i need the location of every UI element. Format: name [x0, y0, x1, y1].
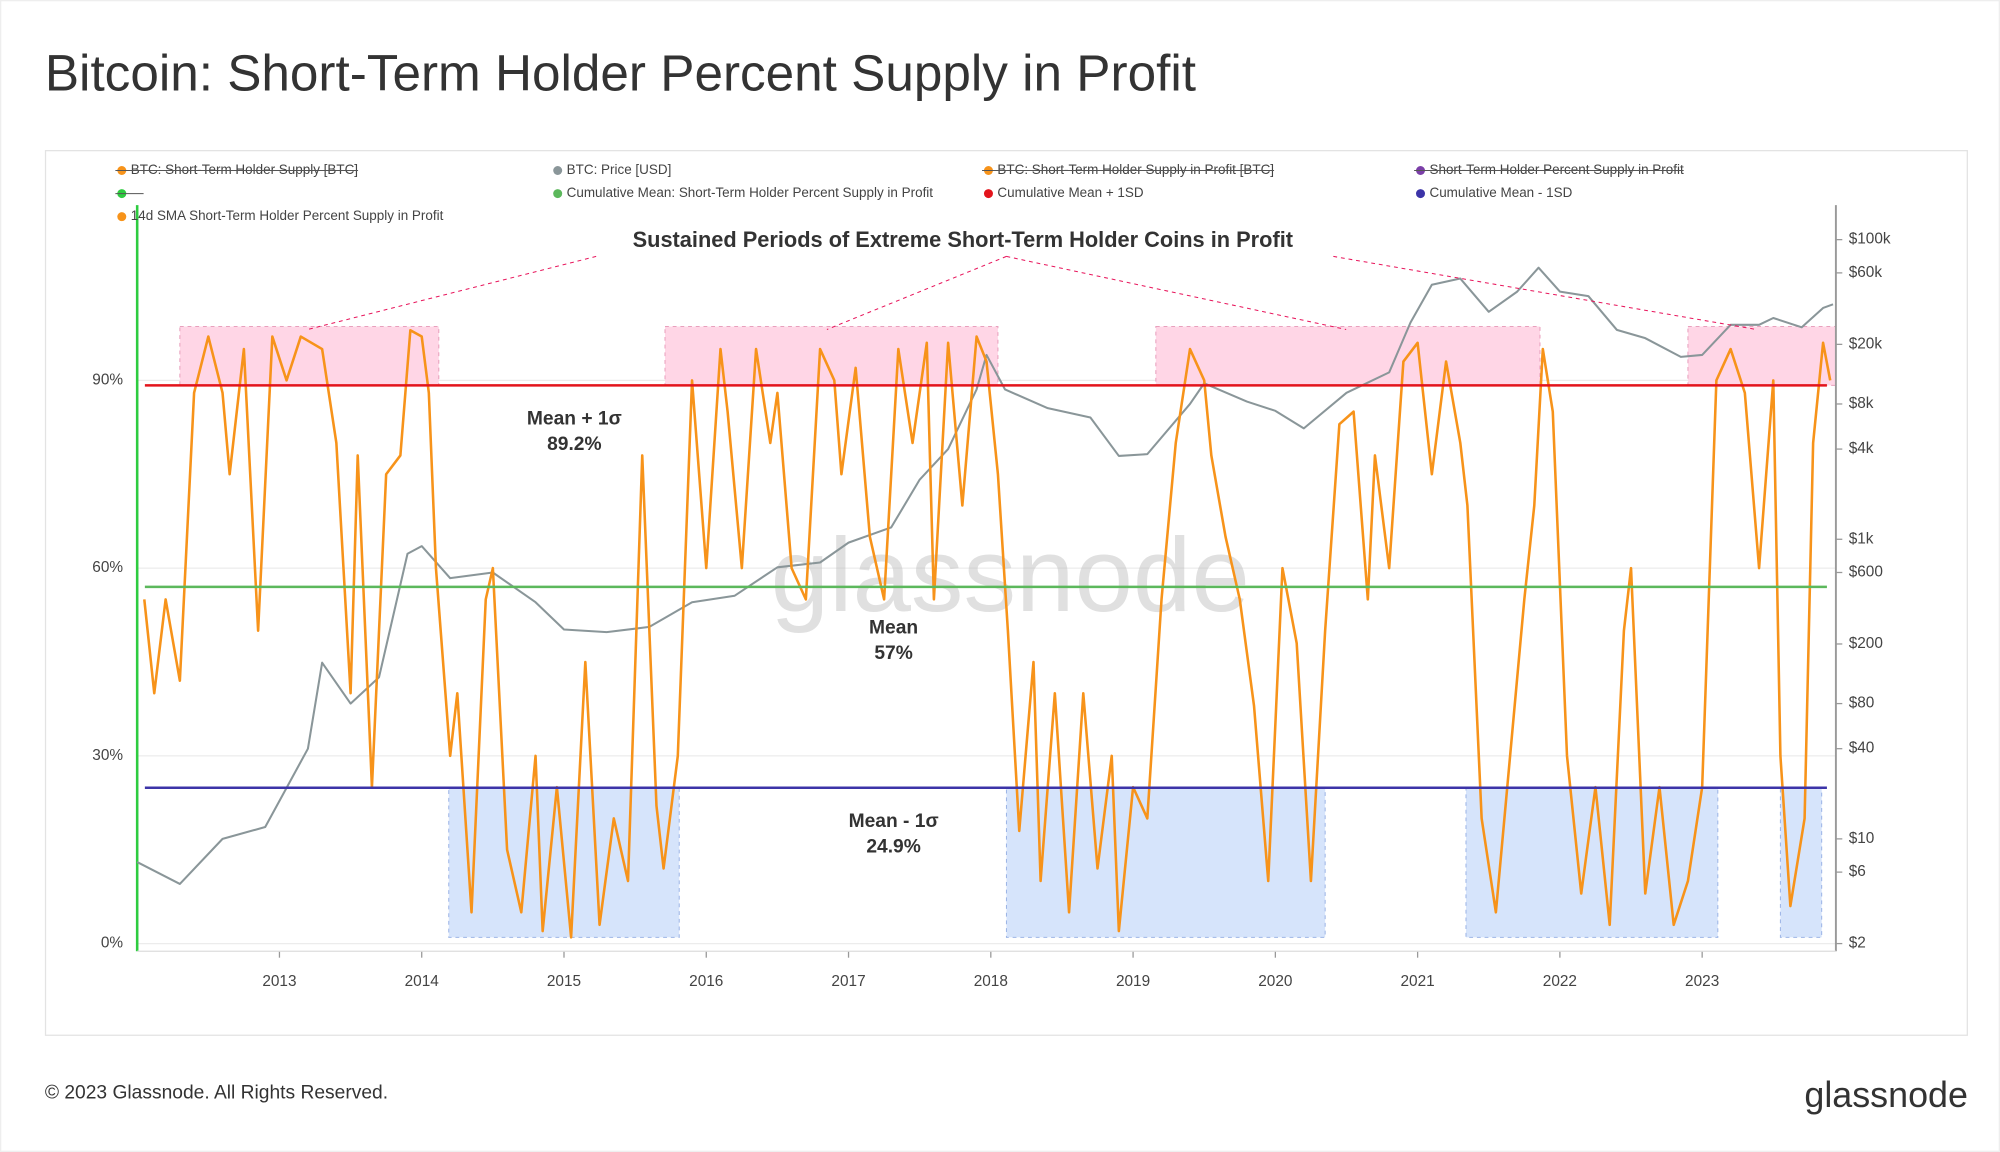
background-layer: glassnode	[137, 326, 1837, 945]
x-tick-label: 2015	[547, 973, 581, 990]
legend-label[interactable]: BTC: Short-Term Holder Supply in Profit …	[997, 162, 1274, 177]
legend: BTC: Short-Term Holder Supply [BTC] BTC: …	[115, 162, 1684, 223]
footer: © 2023 Glassnode. All Rights Reserved.	[45, 1083, 388, 1104]
leader	[307, 255, 597, 330]
legend-swatch	[117, 212, 127, 222]
x-tick-label: 2016	[689, 973, 723, 990]
leader	[1333, 255, 1757, 330]
plot-layer: 0% 30% 60% 90% $100k $60k $20k $8k $4k $1k $600 $20…	[92, 205, 1891, 990]
y2-tick-label: $80	[1849, 695, 1875, 712]
highlight-region	[179, 326, 440, 386]
y2-tick-label: $1k	[1849, 530, 1874, 547]
annotation: Sustained Periods of Extreme Short-Term …	[633, 227, 1293, 252]
logo: glassnode	[1804, 1075, 1968, 1115]
legend-swatch	[553, 166, 563, 175]
x-tick-label: 2018	[974, 973, 1008, 990]
y2-tick-label: $10	[1849, 830, 1875, 847]
legend-swatch	[983, 189, 993, 199]
x-tick-label: 2013	[262, 973, 296, 990]
y-tick-label: 0%	[101, 935, 124, 952]
series-line	[143, 329, 1832, 939]
legend-label[interactable]: Cumulative Mean: Short-Term Holder Perce…	[567, 185, 934, 200]
legend-swatch	[1416, 189, 1425, 199]
x-tick-label: 2017	[831, 973, 865, 990]
reference-label: Mean + 1σ	[527, 408, 622, 429]
watermark: glassnode	[771, 517, 1250, 634]
highlight-region	[1005, 787, 1326, 938]
reference-label: Mean	[869, 617, 918, 638]
legend-swatch	[553, 189, 563, 199]
y2-tick-label: $6	[1849, 863, 1866, 880]
y2-tick-label: $8k	[1849, 395, 1874, 412]
y2-tick-label: $20k	[1849, 335, 1883, 352]
legend-label[interactable]: Cumulative Mean - 1SD	[1429, 185, 1572, 200]
reference-value-label: 89.2%	[547, 434, 602, 455]
x-tick-label: 2023	[1685, 973, 1719, 990]
y2-tick-label: $40	[1849, 740, 1875, 757]
legend-label[interactable]: Short-Term Holder Percent Supply in Prof…	[1429, 162, 1683, 177]
legend-label[interactable]: 14d SMA Short-Term Holder Percent Supply…	[131, 208, 444, 223]
reference-value-label: 24.9%	[866, 837, 921, 858]
x-tick-label: 2019	[1116, 973, 1150, 990]
x-tick-label: 2022	[1543, 973, 1577, 990]
series-line	[136, 266, 1834, 886]
leader	[826, 255, 1007, 330]
y2-tick-label: $4k	[1849, 440, 1874, 457]
annotation-leaders	[307, 255, 1757, 330]
reference-value-label: 57%	[874, 643, 912, 664]
y-tick-label: 30%	[92, 747, 123, 764]
y2-tick-label: $60k	[1849, 264, 1883, 281]
page-title: Bitcoin: Short-Term Holder Percent Suppl…	[45, 44, 1196, 101]
legend-label[interactable]: BTC: Short-Term Holder Supply [BTC]	[131, 162, 358, 177]
x-tick-label: 2020	[1258, 973, 1292, 990]
legend-label[interactable]: BTC: Price [USD]	[567, 162, 672, 177]
y2-tick-label: $2	[1849, 935, 1866, 952]
x-tick-label: 2021	[1401, 973, 1435, 990]
x-tick-label: 2014	[405, 973, 440, 990]
y-tick-label: 60%	[92, 559, 123, 576]
y2-tick-label: $100k	[1849, 231, 1891, 248]
y-tick-label: 90%	[92, 371, 123, 388]
highlight-region	[1155, 326, 1541, 386]
y2-tick-label: $200	[1849, 635, 1883, 652]
y2-tick-label: $600	[1849, 564, 1883, 581]
reference-label: Mean - 1σ	[849, 811, 939, 832]
highlight-region	[1687, 326, 1837, 386]
legend-label[interactable]: Cumulative Mean + 1SD	[997, 185, 1143, 200]
